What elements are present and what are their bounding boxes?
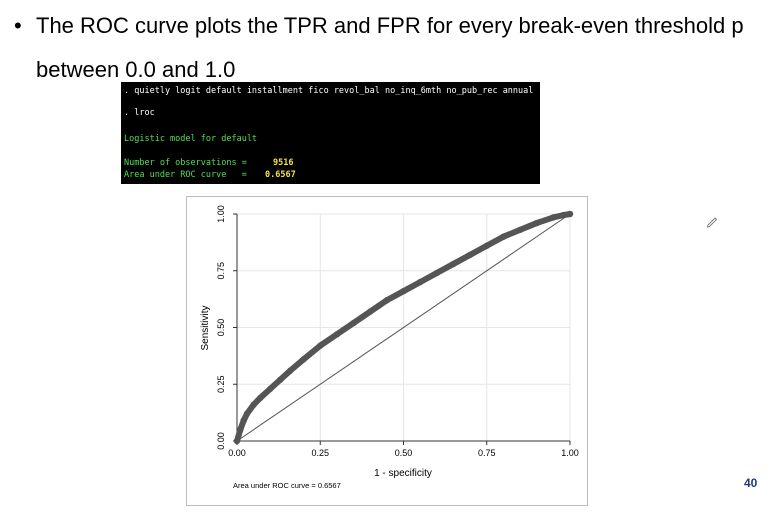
- roc-point: [287, 367, 294, 374]
- roc-chart-svg: 0.00 0.25 0.50 0.75 1.00 0.00 0.25 0.50 0.75 1.00…: [200, 205, 579, 490]
- y-tick-label: 0.75: [216, 262, 226, 280]
- roc-point: [466, 251, 474, 259]
- x-tick-label: 0.25: [311, 448, 329, 458]
- y-tick-label: 1.00: [216, 205, 226, 223]
- y-tick-label: 0.50: [216, 319, 226, 337]
- roc-point: [500, 233, 507, 240]
- reference-line: [236, 213, 571, 442]
- bullet-text: The ROC curve plots the TPR and FPR for …: [36, 13, 744, 82]
- roc-point: [237, 426, 244, 433]
- model-heading: Logistic model for default: [124, 134, 258, 144]
- roc-point: [243, 410, 251, 417]
- roc-point: [367, 308, 374, 315]
- roc-point: [267, 385, 274, 392]
- roc-point: [433, 269, 440, 277]
- roc-point: [450, 260, 457, 268]
- command-logit: . quietly logit default installment fico…: [124, 86, 534, 96]
- roc-point: [233, 437, 241, 445]
- y-tick-label: 0.00: [216, 432, 226, 450]
- pencil-icon[interactable]: [705, 214, 719, 228]
- roc-point: [350, 319, 357, 327]
- x-tick-label: 0.50: [395, 448, 413, 458]
- roc-point: [533, 219, 540, 227]
- obs-value: 9516: [273, 158, 294, 168]
- obs-label: Number of observations =: [124, 158, 247, 168]
- page-number: 40: [744, 476, 758, 490]
- roc-point: [560, 211, 567, 219]
- roc-point: [416, 278, 424, 286]
- roc-chart: 0.00 0.25 0.50 0.75 1.00 0.00 0.25 0.50 0.75 1.00…: [186, 196, 588, 506]
- roc-point: [333, 331, 341, 338]
- x-tick-label: 0.00: [228, 448, 246, 458]
- bullet-dot: •: [14, 13, 22, 38]
- y-axis-label: Sensitivity: [200, 305, 211, 350]
- roc-point: [277, 376, 284, 383]
- roc-point: [483, 242, 490, 249]
- x-tick-label: 1.00: [561, 448, 579, 458]
- command-lroc: . lroc: [124, 108, 155, 118]
- roc-point: [240, 417, 247, 424]
- x-tick-label: 0.75: [478, 448, 496, 458]
- roc-point: [400, 287, 407, 295]
- roc-point: [257, 394, 264, 402]
- roc-point: [566, 210, 574, 218]
- roc-point: [300, 356, 307, 363]
- roc-point: [550, 214, 557, 221]
- roc-point: [516, 226, 524, 234]
- auc-value: 0.6567: [265, 170, 296, 180]
- roc-point: [383, 297, 391, 304]
- auc-label: Area under ROC curve =: [124, 170, 247, 180]
- x-axis-label: 1 - specificity: [374, 468, 432, 479]
- y-tick-label: 0.25: [216, 375, 226, 393]
- roc-point: [317, 342, 324, 349]
- stata-output: . quietly logit default installment fico…: [121, 82, 540, 184]
- roc-point: [250, 401, 257, 408]
- auc-note: Area under ROC curve = 0.6567: [233, 481, 341, 490]
